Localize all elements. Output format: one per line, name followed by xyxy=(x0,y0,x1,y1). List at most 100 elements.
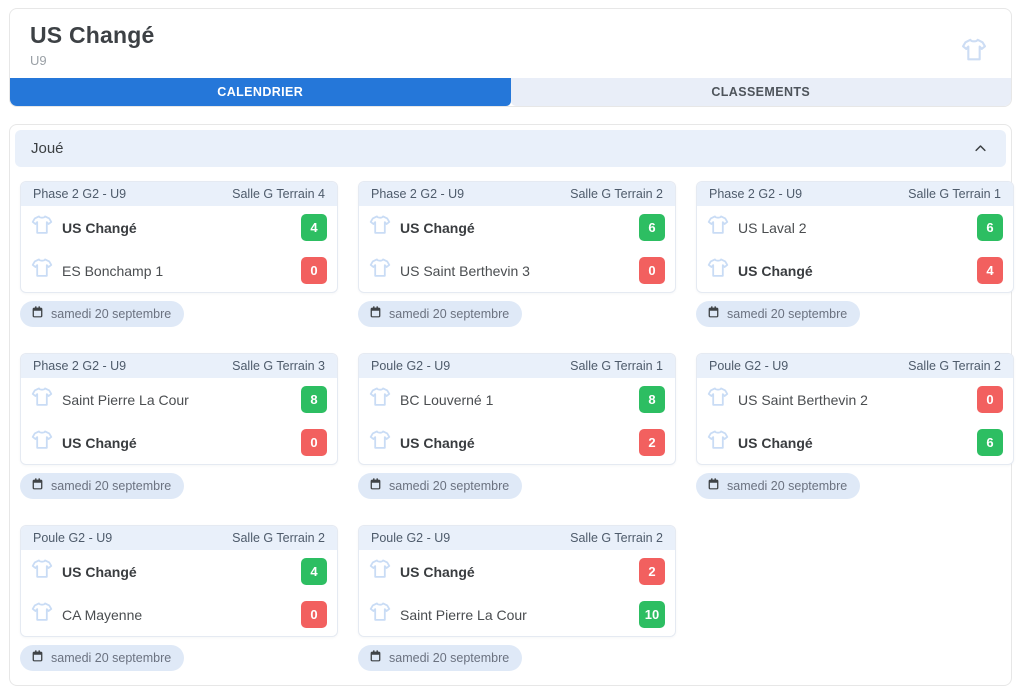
away-team-name: ES Bonchamp 1 xyxy=(62,262,164,279)
match-card-header: Phase 2 G2 - U9 Salle G Terrain 1 xyxy=(697,182,1013,206)
home-team-row: US Changé 2 xyxy=(359,550,675,593)
match-card-header: Poule G2 - U9 Salle G Terrain 1 xyxy=(359,354,675,378)
match-card[interactable]: Phase 2 G2 - U9 Salle G Terrain 4 US Cha… xyxy=(20,181,338,327)
match-box[interactable]: Phase 2 G2 - U9 Salle G Terrain 3 Saint … xyxy=(20,353,338,465)
away-team-row: US Changé 6 xyxy=(697,421,1013,464)
match-date-badge: samedi 20 septembre xyxy=(696,473,861,499)
match-box[interactable]: Phase 2 G2 - U9 Salle G Terrain 1 US Lav… xyxy=(696,181,1014,293)
venue-label: Salle G Terrain 2 xyxy=(570,187,663,201)
match-card-header: Poule G2 - U9 Salle G Terrain 2 xyxy=(359,526,675,550)
jersey-icon xyxy=(707,214,729,241)
team-category: U9 xyxy=(30,53,47,68)
away-team-score: 0 xyxy=(301,257,327,284)
jersey-icon xyxy=(31,429,53,456)
jersey-icon xyxy=(369,601,391,628)
calendar-icon xyxy=(31,306,44,322)
competition-label: Poule G2 - U9 xyxy=(709,359,789,373)
match-card-header: Phase 2 G2 - U9 Salle G Terrain 4 xyxy=(21,182,337,206)
calendar-icon xyxy=(707,306,720,322)
section-joue-header[interactable]: Joué xyxy=(15,130,1006,167)
match-card[interactable]: Phase 2 G2 - U9 Salle G Terrain 2 US Cha… xyxy=(358,181,676,327)
jersey-icon xyxy=(707,429,729,456)
match-date-label: samedi 20 septembre xyxy=(389,479,510,493)
match-box[interactable]: Poule G2 - U9 Salle G Terrain 2 US Saint… xyxy=(696,353,1014,465)
match-card-header: Poule G2 - U9 Salle G Terrain 2 xyxy=(697,354,1013,378)
away-team-score: 6 xyxy=(977,429,1003,456)
match-date-label: samedi 20 septembre xyxy=(389,651,510,665)
jersey-icon xyxy=(369,214,391,241)
home-team-row: US Laval 2 6 xyxy=(697,206,1013,249)
team-header-inner: US Changé U9 xyxy=(10,9,1011,78)
match-card[interactable]: Poule G2 - U9 Salle G Terrain 2 US Saint… xyxy=(696,353,1014,499)
match-box[interactable]: Phase 2 G2 - U9 Salle G Terrain 2 US Cha… xyxy=(358,181,676,293)
jersey-icon xyxy=(961,37,987,68)
competition-label: Poule G2 - U9 xyxy=(371,531,451,545)
jersey-icon xyxy=(31,601,53,628)
venue-label: Salle G Terrain 4 xyxy=(232,187,325,201)
jersey-icon xyxy=(369,386,391,413)
home-team-score: 8 xyxy=(639,386,665,413)
match-card[interactable]: Poule G2 - U9 Salle G Terrain 1 BC Louve… xyxy=(358,353,676,499)
home-team-score: 4 xyxy=(301,558,327,585)
match-date-label: samedi 20 septembre xyxy=(727,479,848,493)
jersey-icon xyxy=(31,386,53,413)
match-card[interactable]: Phase 2 G2 - U9 Salle G Terrain 3 Saint … xyxy=(20,353,338,499)
calendar-icon xyxy=(31,650,44,666)
match-date-badge: samedi 20 septembre xyxy=(20,301,185,327)
match-date-label: samedi 20 septembre xyxy=(51,651,172,665)
home-team-score: 8 xyxy=(301,386,327,413)
match-date-badge: samedi 20 septembre xyxy=(358,301,523,327)
away-team-row: US Saint Berthevin 3 0 xyxy=(359,249,675,292)
team-header-card: US Changé U9 CALENDRIER CLASSEMENTS xyxy=(9,8,1012,107)
home-team-name: US Changé xyxy=(62,563,137,580)
home-team-score: 4 xyxy=(301,214,327,241)
match-date-badge: samedi 20 septembre xyxy=(20,645,185,671)
away-team-score: 0 xyxy=(639,257,665,284)
home-team-row: US Saint Berthevin 2 0 xyxy=(697,378,1013,421)
match-box[interactable]: Poule G2 - U9 Salle G Terrain 2 US Chang… xyxy=(358,525,676,637)
home-team-score: 6 xyxy=(977,214,1003,241)
match-date-label: samedi 20 septembre xyxy=(51,307,172,321)
home-team-row: BC Louverné 1 8 xyxy=(359,378,675,421)
home-team-name: US Laval 2 xyxy=(738,219,807,236)
match-card[interactable]: Poule G2 - U9 Salle G Terrain 2 US Chang… xyxy=(358,525,676,671)
page-title: US Changé xyxy=(30,22,155,48)
home-team-name: US Changé xyxy=(62,219,137,236)
tab-calendrier[interactable]: CALENDRIER xyxy=(10,78,511,106)
away-team-row: US Changé 4 xyxy=(697,249,1013,292)
home-team-row: US Changé 6 xyxy=(359,206,675,249)
jersey-icon xyxy=(369,558,391,585)
competition-label: Poule G2 - U9 xyxy=(371,359,451,373)
chevron-up-icon[interactable] xyxy=(971,139,990,158)
match-box[interactable]: Phase 2 G2 - U9 Salle G Terrain 4 US Cha… xyxy=(20,181,338,293)
away-team-name: US Changé xyxy=(738,434,813,451)
jersey-icon xyxy=(369,429,391,456)
home-team-name: US Changé xyxy=(400,219,475,236)
tab-classements[interactable]: CLASSEMENTS xyxy=(510,78,1011,106)
match-grid: Phase 2 G2 - U9 Salle G Terrain 4 US Cha… xyxy=(15,167,1014,671)
venue-label: Salle G Terrain 1 xyxy=(570,359,663,373)
tab-bar: CALENDRIER CLASSEMENTS xyxy=(10,78,1011,106)
match-card[interactable]: Phase 2 G2 - U9 Salle G Terrain 1 US Lav… xyxy=(696,181,1014,327)
calendar-icon xyxy=(369,306,382,322)
away-team-score: 0 xyxy=(301,601,327,628)
away-team-score: 0 xyxy=(301,429,327,456)
home-team-score: 0 xyxy=(977,386,1003,413)
competition-label: Phase 2 G2 - U9 xyxy=(33,359,127,373)
home-team-name: US Changé xyxy=(400,563,475,580)
away-team-score: 10 xyxy=(639,601,665,628)
jersey-icon xyxy=(707,257,729,284)
match-box[interactable]: Poule G2 - U9 Salle G Terrain 1 BC Louve… xyxy=(358,353,676,465)
competition-label: Phase 2 G2 - U9 xyxy=(33,187,127,201)
home-team-row: US Changé 4 xyxy=(21,206,337,249)
jersey-icon xyxy=(31,257,53,284)
match-date-badge: samedi 20 septembre xyxy=(358,473,523,499)
match-card[interactable]: Poule G2 - U9 Salle G Terrain 2 US Chang… xyxy=(20,525,338,671)
away-team-name: US Changé xyxy=(738,262,813,279)
match-box[interactable]: Poule G2 - U9 Salle G Terrain 2 US Chang… xyxy=(20,525,338,637)
venue-label: Salle G Terrain 2 xyxy=(908,359,1001,373)
section-title: Joué xyxy=(31,140,64,157)
jersey-icon xyxy=(369,257,391,284)
calendar-icon xyxy=(707,478,720,494)
